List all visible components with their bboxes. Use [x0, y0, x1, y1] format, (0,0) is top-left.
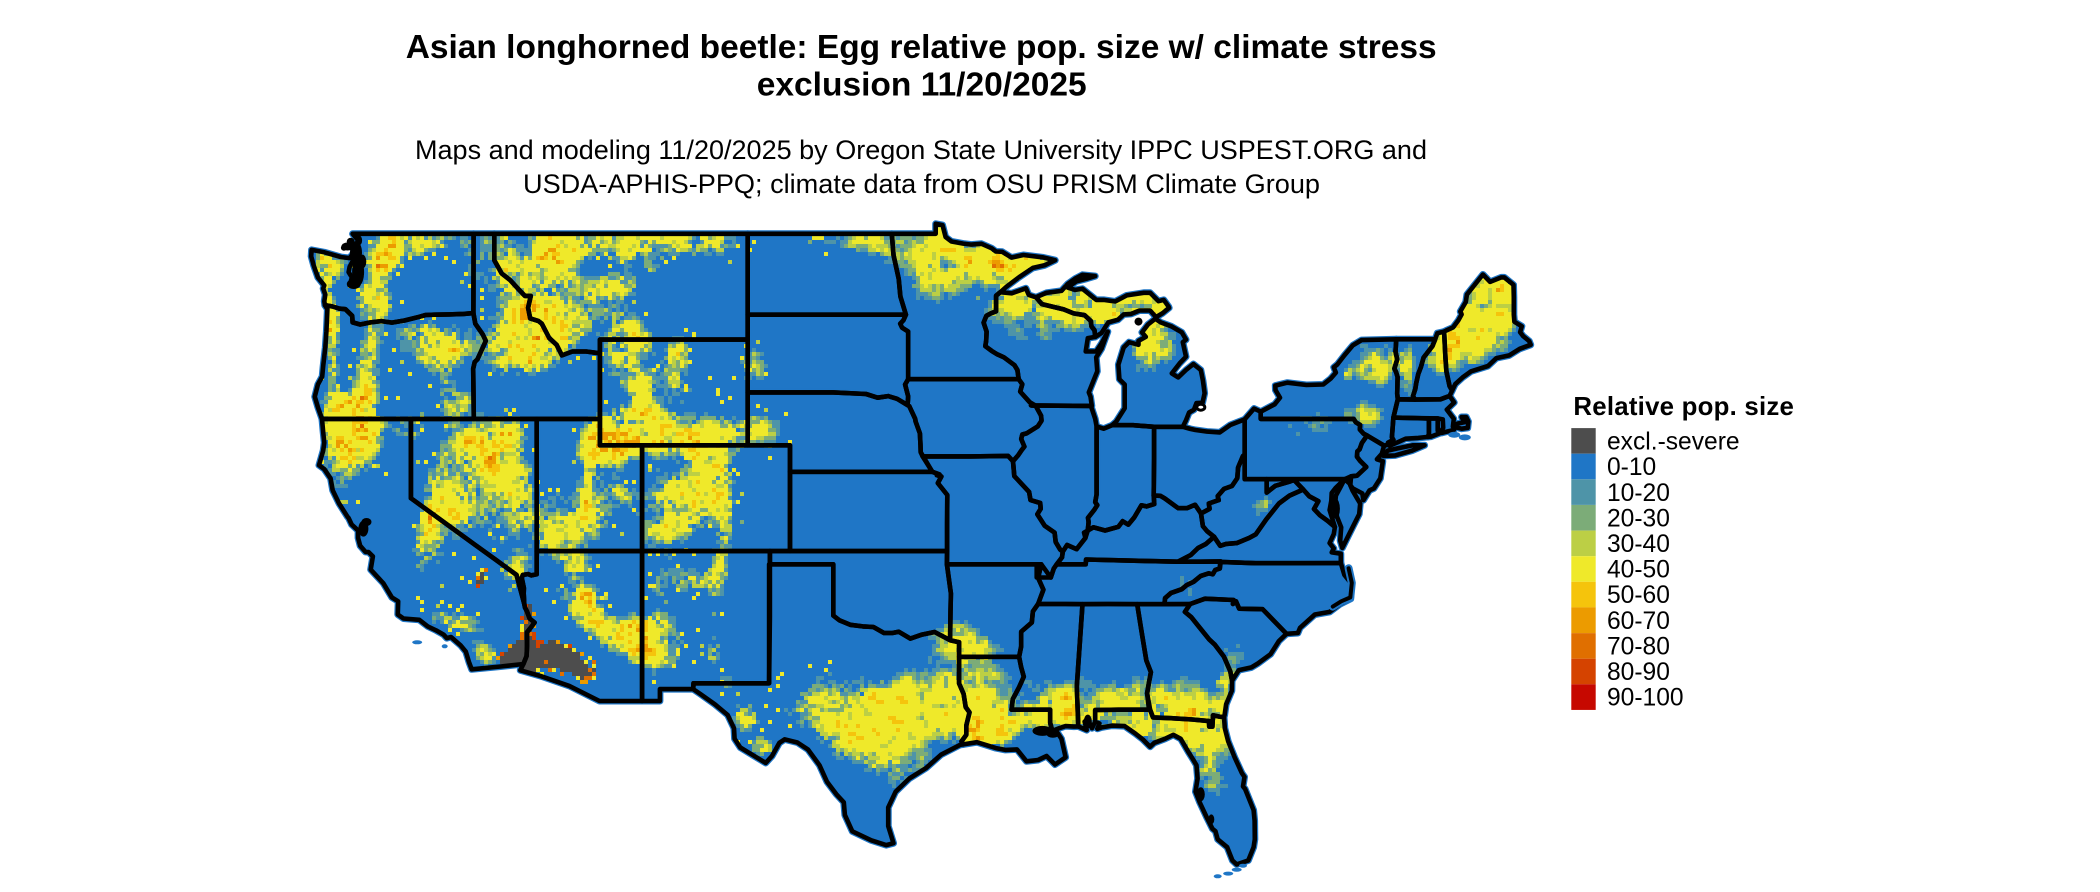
svg-text:20-30: 20-30: [1607, 505, 1670, 532]
svg-text:30-40: 30-40: [1607, 531, 1670, 558]
svg-text:excl.-severe: excl.-severe: [1607, 429, 1740, 456]
svg-text:60-70: 60-70: [1607, 608, 1670, 635]
svg-text:80-90: 80-90: [1607, 659, 1670, 686]
svg-text:0-10: 0-10: [1607, 454, 1656, 481]
svg-text:Relative pop. size: Relative pop. size: [1573, 393, 1794, 421]
svg-text:10-20: 10-20: [1607, 480, 1670, 507]
svg-text:70-80: 70-80: [1607, 634, 1670, 661]
svg-text:Asian longhorned beetle: Egg r: Asian longhorned beetle: Egg relative po…: [406, 29, 1437, 66]
svg-text:40-50: 40-50: [1607, 557, 1670, 584]
svg-text:50-60: 50-60: [1607, 582, 1670, 609]
svg-text:Maps and modeling 11/20/2025 b: Maps and modeling 11/20/2025 by Oregon S…: [415, 135, 1427, 165]
svg-text:exclusion 11/20/2025: exclusion 11/20/2025: [757, 66, 1087, 103]
svg-text:90-100: 90-100: [1607, 685, 1684, 712]
svg-text:USDA-APHIS-PPQ; climate data f: USDA-APHIS-PPQ; climate data from OSU PR…: [523, 169, 1320, 199]
